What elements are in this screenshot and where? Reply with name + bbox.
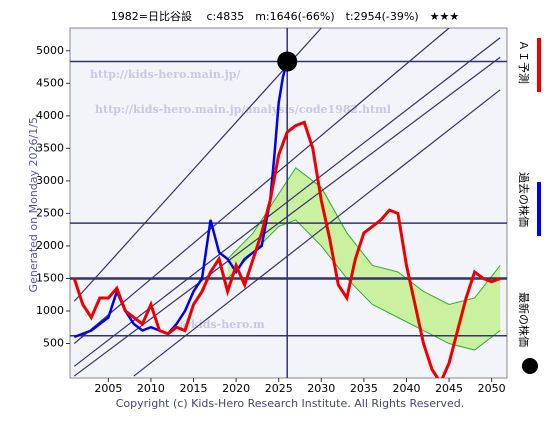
legend-label: 最新の株価 bbox=[517, 292, 531, 347]
y-tick-label: 4500 bbox=[36, 76, 64, 89]
y-tick-label: 3500 bbox=[36, 141, 64, 154]
x-tick-label: 2015 bbox=[180, 382, 208, 395]
y-tick-label: 1000 bbox=[36, 304, 64, 317]
plot: http://kids-hero.main.jp/http://kids-her… bbox=[70, 28, 507, 378]
series-line bbox=[72, 120, 501, 378]
y-tick-label: 2000 bbox=[36, 239, 64, 252]
forecast-band bbox=[227, 167, 501, 351]
y-tick-label: 2500 bbox=[36, 206, 64, 219]
x-tick-label: 2045 bbox=[435, 382, 463, 395]
x-tick-label: 2040 bbox=[392, 382, 420, 395]
x-tick-label: 2025 bbox=[265, 382, 293, 395]
trend-line bbox=[133, 89, 501, 377]
y-tick-label: 3000 bbox=[36, 174, 64, 187]
latest-point bbox=[277, 51, 298, 72]
y-tick-label: 5000 bbox=[36, 44, 64, 57]
series-line bbox=[73, 61, 289, 339]
trend-line bbox=[73, 28, 450, 344]
watermark: @kids-hero.m bbox=[180, 318, 265, 331]
x-tick-label: 2020 bbox=[222, 382, 250, 395]
footer: Copyright (c) Kids-Hero Research Institu… bbox=[116, 397, 465, 410]
side-note: Generated on Monday 2026/1/5. bbox=[27, 114, 40, 293]
x-tick-label: 2030 bbox=[307, 382, 335, 395]
watermark: http://kids-hero.main.jp/ bbox=[90, 68, 241, 81]
trend-line bbox=[73, 28, 322, 302]
legend-label: 過去の株価 bbox=[517, 172, 531, 227]
x-tick-label: 2005 bbox=[94, 382, 122, 395]
y-tick-label: 4000 bbox=[36, 109, 64, 122]
x-tick-label: 2050 bbox=[478, 382, 506, 395]
chart-title: 1982=日比谷設 c:4835 m:1646(-66%) t:2954(-39… bbox=[111, 9, 460, 23]
y-tick-label: 1500 bbox=[36, 271, 64, 284]
legend-label: ＡＩ予測 bbox=[517, 40, 531, 84]
x-tick-label: 2010 bbox=[137, 382, 165, 395]
y-tick-label: 500 bbox=[43, 337, 64, 350]
legend-swatch bbox=[522, 358, 538, 374]
watermark: http://kids-hero.main.jp/analysis/code19… bbox=[95, 103, 391, 116]
x-tick-label: 2035 bbox=[350, 382, 378, 395]
